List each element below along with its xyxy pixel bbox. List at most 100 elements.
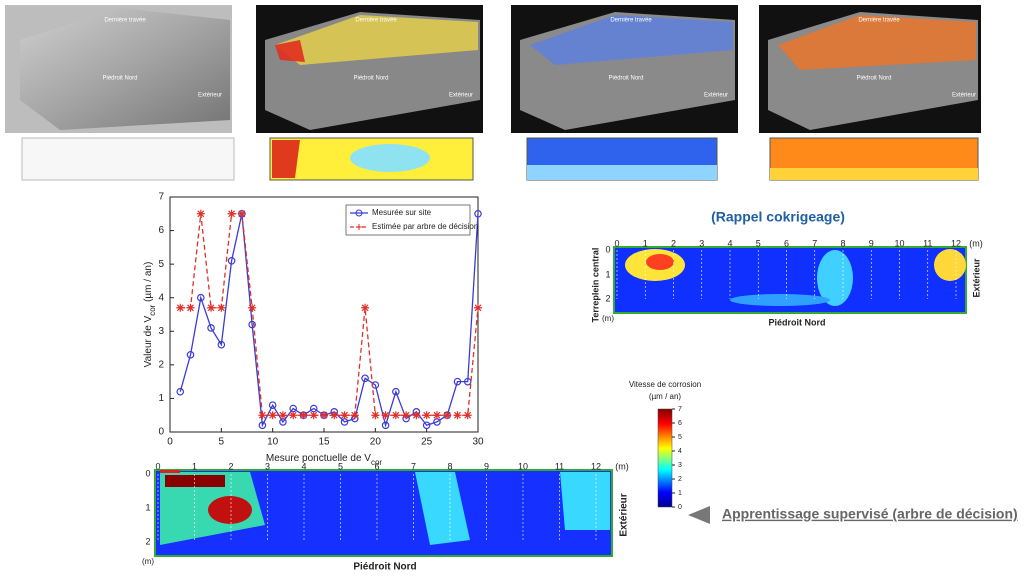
map-y-unit: (m) [602, 314, 614, 323]
blob [817, 250, 853, 306]
colorbar-tick-label: 3 [678, 462, 682, 469]
overlay [275, 15, 478, 65]
map-right-label: Extérieur [971, 258, 981, 298]
legend-box [345, 204, 471, 236]
data-point [217, 303, 226, 312]
map-x-tick: 1 [643, 238, 648, 248]
data-point [268, 411, 277, 420]
map-x-tick: 12 [591, 461, 601, 471]
text-part: Valeur de V [143, 315, 154, 367]
data-point [258, 421, 267, 430]
data-point [186, 350, 195, 359]
map-x-tick: 3 [265, 461, 270, 471]
photo-label: Extérieur [704, 93, 728, 99]
legend-marker [356, 224, 362, 230]
map-x-tick: 2 [671, 238, 676, 248]
photo-label: Dernière travée [355, 18, 397, 24]
text-part: cor [148, 304, 157, 315]
series-line [180, 213, 479, 416]
map-x-tick: 0 [614, 238, 619, 248]
y-tick-label: 4 [158, 292, 164, 303]
colorbar-tick-label: 4 [678, 448, 682, 455]
data-point [197, 293, 205, 302]
blob [415, 472, 470, 545]
photo-label: Dernière travée [858, 18, 900, 24]
blob [272, 140, 300, 178]
photo-label: Dernière travée [610, 18, 652, 24]
map-y-tick: 2 [145, 536, 150, 546]
data-point [196, 209, 205, 218]
y-tick-label: 7 [158, 192, 164, 203]
colorbar-tick-label: 5 [678, 434, 682, 441]
y-tick-label: 3 [158, 326, 164, 337]
map-x-tick: 4 [301, 461, 306, 471]
text-part: Mesure ponctuelle de V [266, 453, 371, 464]
data-point [176, 303, 185, 312]
overlay [778, 15, 976, 70]
x-tick-label: 0 [167, 437, 173, 448]
x-tick-label: 10 [267, 437, 279, 448]
data-point [207, 303, 216, 312]
data-point [443, 411, 452, 420]
map-x-label: Piédroit Nord [353, 562, 416, 573]
photo-label: Extérieur [449, 93, 473, 99]
blob [770, 168, 978, 180]
overlay [530, 15, 733, 65]
map-x-tick: 5 [756, 238, 761, 248]
blob [560, 472, 610, 530]
map-y-tick: 1 [605, 269, 610, 279]
map-x-tick: 9 [869, 238, 874, 248]
x-axis-label: Mesure ponctuelle de Vcor [266, 453, 383, 467]
photo-label: Extérieur [198, 93, 222, 99]
legend-label: Estimée par arbre de décision [372, 222, 478, 231]
data-point [176, 387, 185, 396]
blob [934, 249, 966, 281]
y-axis-label: Valeur de Vcor (µm / an) [143, 262, 157, 368]
x-tick-label: 15 [318, 437, 330, 448]
data-point [299, 411, 308, 420]
map-x-tick: 0 [155, 461, 160, 471]
blob [527, 165, 717, 180]
data-point [381, 411, 390, 420]
colorbar-title: Vitesse de corrosion [629, 380, 701, 389]
data-point [432, 411, 441, 420]
map-y-unit: (m) [142, 557, 154, 566]
map-x-unit: (m) [615, 461, 629, 471]
data-point [340, 411, 349, 420]
data-point [237, 209, 246, 218]
data-point [422, 421, 431, 430]
map-x-tick: 6 [784, 238, 789, 248]
blob [208, 496, 252, 524]
photo-label: Piédroit Nord [608, 76, 643, 82]
y-tick-label: 0 [158, 427, 164, 438]
map-x-tick: 11 [923, 238, 932, 248]
map-x-label: Piédroit Nord [768, 317, 825, 327]
data-point [217, 340, 226, 349]
map-y-tick: 0 [605, 244, 610, 254]
map-x-tick: 8 [840, 238, 845, 248]
blob [646, 254, 674, 270]
data-point [350, 411, 359, 420]
data-point [207, 324, 215, 332]
data-point [278, 411, 287, 420]
x-tick-label: 20 [370, 437, 382, 448]
text-part: cor [371, 458, 382, 467]
map-x-tick: 1 [192, 461, 197, 471]
data-point [391, 411, 400, 420]
map-x-tick: 4 [727, 238, 732, 248]
data-point [227, 209, 236, 218]
overlay [275, 40, 305, 62]
data-point [186, 303, 195, 312]
y-tick-label: 1 [158, 393, 164, 404]
blob [730, 294, 830, 306]
data-point [361, 374, 369, 383]
map-x-tick: 11 [555, 461, 564, 471]
colorbar [657, 408, 673, 508]
map-x-tick: 10 [894, 238, 904, 248]
map-right-label: Extérieur [619, 493, 630, 536]
colorbar-unit: (µm / an) [649, 392, 682, 401]
data-point [392, 387, 400, 396]
x-tick-label: 30 [472, 437, 484, 448]
data-point [320, 411, 328, 420]
map-x-unit: (m) [969, 238, 983, 248]
